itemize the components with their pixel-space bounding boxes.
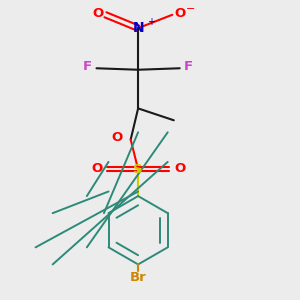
Text: O: O <box>174 7 185 20</box>
Text: Br: Br <box>130 271 146 284</box>
Text: −: − <box>186 4 196 14</box>
Text: N: N <box>132 21 144 35</box>
Text: O: O <box>111 131 122 144</box>
Text: S: S <box>133 163 143 176</box>
Text: F: F <box>184 60 193 73</box>
Text: O: O <box>91 162 102 175</box>
Text: O: O <box>174 162 185 175</box>
Text: F: F <box>83 60 92 73</box>
Text: +: + <box>147 16 154 27</box>
Text: O: O <box>92 7 104 20</box>
